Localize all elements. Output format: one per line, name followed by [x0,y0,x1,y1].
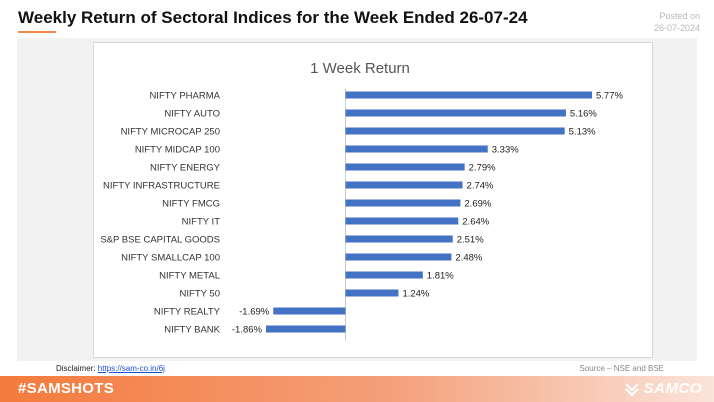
category-label: NIFTY ENERGY [150,163,221,174]
category-label: NIFTY MICROCAP 250 [121,127,220,138]
chart-box: 1 Week Return NIFTY PHARMA 5.77% NIFTY AUT… [93,42,653,358]
category-label: NIFTY IT [182,217,221,228]
disclaimer-label: Disclaimer: [56,364,96,373]
value-label: -1.69% [239,307,270,318]
value-label: 5.77% [596,91,623,102]
bar [345,181,463,189]
bar [345,199,461,207]
bar [345,289,399,297]
value-label: 2.48% [455,253,482,264]
brand: SAMCO [624,380,702,397]
page-title: Weekly Return of Sectoral Indices for th… [18,8,528,27]
posted-info: Posted on 26-07-2024 [654,10,700,34]
value-label: 5.16% [570,109,597,120]
category-label: NIFTY METAL [159,271,220,282]
value-label: 5.13% [569,127,596,138]
value-label: 3.33% [492,145,519,156]
category-label: NIFTY MIDCAP 100 [135,145,220,156]
value-label: 2.69% [464,199,491,210]
footer-bar: #SAMSHOTS SAMCO [0,376,714,402]
chart-title: 1 Week Return [310,60,410,77]
value-label: 2.74% [467,181,494,192]
bar [266,325,346,333]
value-label: 2.64% [462,217,489,228]
samco-logo-icon [624,382,639,397]
bar [345,253,452,261]
source-note: Source – NSE and BSE [579,364,665,373]
disclaimer: Disclaimer: https://sam-co.in/6j [56,364,165,373]
posted-date: 26-07-2024 [653,23,700,33]
chart-marks: NIFTY PHARMA 5.77% NIFTY AUTO 5.16% NIFTY MI… [100,89,623,341]
category-label: S&P BSE CAPITAL GOODS [100,235,220,246]
bar [273,307,346,315]
value-label: -1.86% [232,325,263,336]
posted-label: Posted on [659,11,700,21]
bar [345,127,565,135]
category-label: NIFTY PHARMA [149,91,220,102]
bar [345,217,459,225]
bar [345,91,592,99]
category-label: NIFTY FMCG [162,199,220,210]
disclaimer-link[interactable]: https://sam-co.in/6j [97,364,165,373]
bar [345,163,465,171]
category-label: NIFTY BANK [164,325,220,336]
hashtag: #SAMSHOTS [18,380,115,397]
bar [345,145,488,153]
bar [345,271,423,279]
value-label: 2.51% [457,235,484,246]
bar [345,109,566,117]
value-label: 2.79% [469,163,496,174]
category-label: NIFTY SMALLCAP 100 [121,253,220,264]
brand-name: SAMCO [643,380,702,397]
category-label: NIFTY AUTO [164,109,220,120]
value-label: 1.24% [402,289,429,300]
category-label: NIFTY REALTY [154,307,221,318]
title-underline [18,31,56,33]
category-label: NIFTY INFRASTRUCTURE [103,181,220,192]
bar [345,235,453,243]
category-label: NIFTY 50 [180,289,220,300]
bar-chart: 1 Week Return NIFTY PHARMA 5.77% NIFTY AUT… [100,60,623,341]
chart-panel: 1 Week Return NIFTY PHARMA 5.77% NIFTY AUT… [17,38,697,361]
value-label: 1.81% [427,271,454,282]
